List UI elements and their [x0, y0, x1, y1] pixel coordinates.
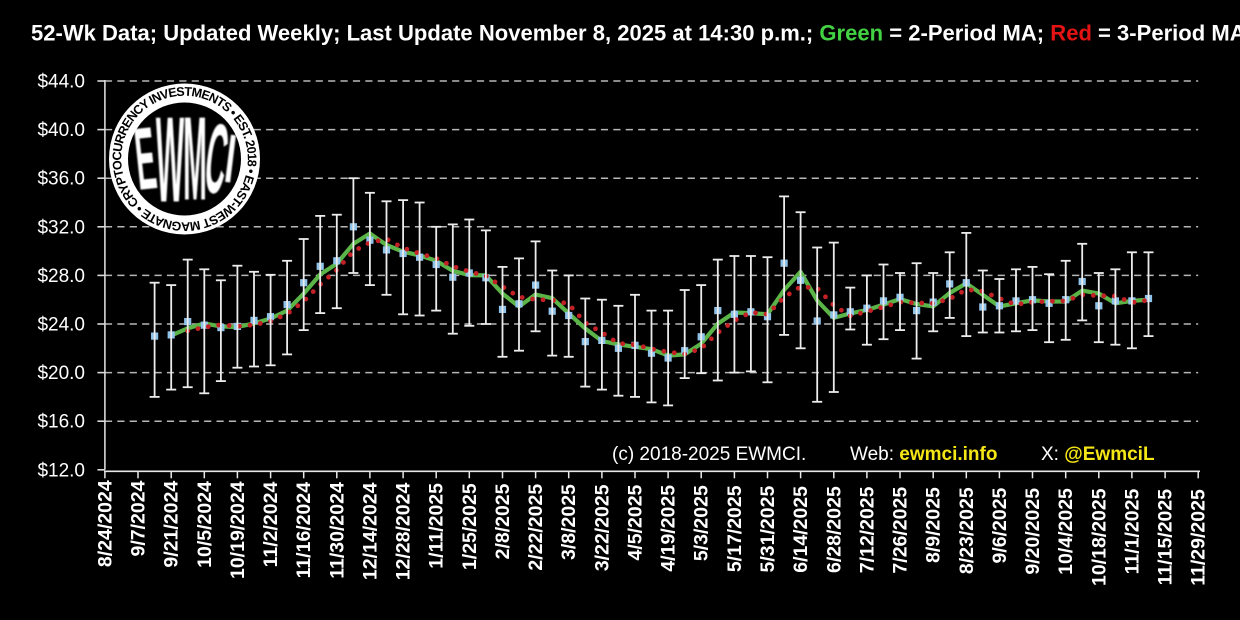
svg-text:$32.0: $32.0	[37, 217, 85, 238]
svg-text:$12.0: $12.0	[37, 460, 85, 481]
svg-text:12/28/2024: 12/28/2024	[393, 483, 415, 581]
svg-text:8/24/2024: 8/24/2024	[94, 480, 116, 567]
svg-text:9/20/2025: 9/20/2025	[1022, 488, 1044, 575]
svg-text:$16.0: $16.0	[37, 412, 85, 433]
svg-text:4/19/2025: 4/19/2025	[658, 485, 680, 572]
svg-text:7/26/2025: 7/26/2025	[890, 487, 912, 574]
svg-text:2/8/2025: 2/8/2025	[492, 483, 514, 559]
svg-text:9/21/2024: 9/21/2024	[161, 481, 183, 568]
svg-text:4/5/2025: 4/5/2025	[625, 484, 647, 560]
svg-text:1/11/2025: 1/11/2025	[426, 483, 448, 569]
svg-text:3/22/2025: 3/22/2025	[591, 484, 613, 571]
svg-text:$20.0: $20.0	[37, 363, 85, 384]
svg-text:10/5/2024: 10/5/2024	[194, 481, 216, 568]
svg-text:11/16/2024: 11/16/2024	[293, 482, 315, 579]
svg-text:10/18/2025: 10/18/2025	[1088, 488, 1110, 586]
svg-text:$44.0: $44.0	[37, 72, 85, 93]
svg-text:6/28/2025: 6/28/2025	[823, 486, 845, 573]
svg-text:11/29/2025: 11/29/2025	[1188, 489, 1210, 586]
svg-text:9/7/2024: 9/7/2024	[128, 480, 150, 556]
svg-text:10/4/2025: 10/4/2025	[1055, 488, 1077, 575]
svg-text:2/22/2025: 2/22/2025	[525, 484, 547, 571]
svg-text:9/6/2025: 9/6/2025	[989, 487, 1011, 563]
svg-text:10/19/2024: 10/19/2024	[227, 481, 249, 579]
svg-text:(c) 2018-2025 EWMCI.Web: ewmci: (c) 2018-2025 EWMCI. Web: ewmci.info X: @E…	[612, 444, 1155, 465]
svg-text:$24.0: $24.0	[37, 315, 85, 336]
svg-text:11/15/2025: 11/15/2025	[1155, 489, 1177, 586]
svg-text:8/23/2025: 8/23/2025	[956, 487, 978, 574]
svg-text:11/1/2025: 11/1/2025	[1121, 489, 1143, 575]
svg-text:3/8/2025: 3/8/2025	[558, 484, 580, 560]
svg-text:$36.0: $36.0	[37, 169, 85, 190]
svg-text:M: M	[183, 93, 207, 225]
svg-text:12/14/2024: 12/14/2024	[359, 482, 381, 580]
svg-text:11/2/2024: 11/2/2024	[260, 482, 282, 568]
svg-text:11/30/2024: 11/30/2024	[326, 482, 348, 579]
svg-text:$40.0: $40.0	[37, 120, 85, 141]
svg-text:8/9/2025: 8/9/2025	[923, 487, 945, 563]
svg-text:$28.0: $28.0	[37, 266, 85, 287]
svg-text:7/12/2025: 7/12/2025	[856, 486, 878, 573]
svg-text:5/17/2025: 5/17/2025	[724, 485, 746, 572]
svg-text:5/3/2025: 5/3/2025	[691, 485, 713, 561]
svg-text:1/25/2025: 1/25/2025	[459, 483, 481, 570]
svg-text:6/14/2025: 6/14/2025	[790, 486, 812, 573]
svg-text:W: W	[156, 92, 184, 228]
svg-text:5/31/2025: 5/31/2025	[757, 486, 779, 573]
svg-text:52-Wk Data; Updated Weekly; La: 52-Wk Data; Updated Weekly; Last Update …	[31, 21, 1240, 46]
